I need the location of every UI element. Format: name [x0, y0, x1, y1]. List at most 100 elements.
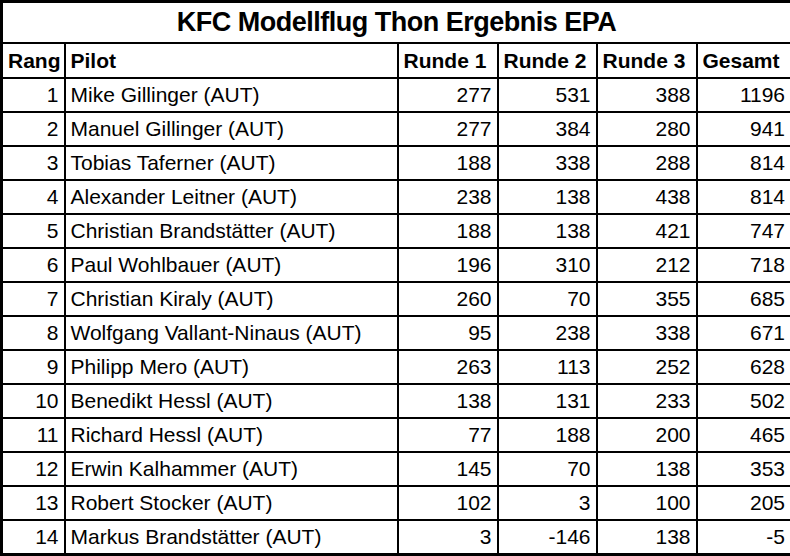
- table-row: 11 Richard Hessl (AUT) 77 188 200 465: [2, 418, 790, 452]
- rang-cell: 10: [2, 384, 65, 418]
- table-row: 1 Mike Gillinger (AUT) 277 531 388 1196: [2, 78, 790, 112]
- runde-2-cell: 188: [498, 418, 597, 452]
- results-body: 1 Mike Gillinger (AUT) 277 531 388 1196 …: [2, 78, 790, 555]
- runde-2-cell: 310: [498, 248, 597, 282]
- runde-3-cell: 388: [597, 78, 697, 112]
- runde-1-cell: 238: [398, 180, 498, 214]
- rang-cell: 4: [2, 180, 65, 214]
- runde-3-cell: 421: [597, 214, 697, 248]
- pilot-cell: Philipp Mero (AUT): [65, 350, 398, 384]
- pilot-cell: Paul Wohlbauer (AUT): [65, 248, 398, 282]
- runde-2-cell: 70: [498, 282, 597, 316]
- runde-1-cell: 95: [398, 316, 498, 350]
- gesamt-cell: 814: [697, 180, 790, 214]
- rang-cell: 8: [2, 316, 65, 350]
- runde-1-cell: 145: [398, 452, 498, 486]
- pilot-cell: Alexander Leitner (AUT): [65, 180, 398, 214]
- gesamt-cell: 671: [697, 316, 790, 350]
- rang-cell: 3: [2, 146, 65, 180]
- gesamt-cell: 628: [697, 350, 790, 384]
- runde-3-cell: 288: [597, 146, 697, 180]
- pilot-cell: Richard Hessl (AUT): [65, 418, 398, 452]
- gesamt-cell: 941: [697, 112, 790, 146]
- runde-3-cell: 138: [597, 452, 697, 486]
- runde-2-cell: 531: [498, 78, 597, 112]
- table-row: 13 Robert Stocker (AUT) 102 3 100 205: [2, 486, 790, 520]
- table-row: 6 Paul Wohlbauer (AUT) 196 310 212 718: [2, 248, 790, 282]
- runde-2-cell: 113: [498, 350, 597, 384]
- runde-3-cell: 212: [597, 248, 697, 282]
- runde-2-cell: 384: [498, 112, 597, 146]
- rang-cell: 9: [2, 350, 65, 384]
- runde-3-cell: 252: [597, 350, 697, 384]
- column-header-gesamt: Gesamt: [697, 43, 790, 78]
- runde-2-cell: -146: [498, 520, 597, 555]
- rang-cell: 1: [2, 78, 65, 112]
- table-row: 5 Christian Brandstätter (AUT) 188 138 4…: [2, 214, 790, 248]
- pilot-cell: Benedikt Hessl (AUT): [65, 384, 398, 418]
- pilot-cell: Wolfgang Vallant-Ninaus (AUT): [65, 316, 398, 350]
- runde-1-cell: 196: [398, 248, 498, 282]
- runde-1-cell: 263: [398, 350, 498, 384]
- title-row: KFC Modellflug Thon Ergebnis EPA: [2, 2, 790, 44]
- runde-3-cell: 338: [597, 316, 697, 350]
- runde-2-cell: 138: [498, 214, 597, 248]
- runde-1-cell: 138: [398, 384, 498, 418]
- runde-2-cell: 70: [498, 452, 597, 486]
- rang-cell: 11: [2, 418, 65, 452]
- runde-2-cell: 338: [498, 146, 597, 180]
- gesamt-cell: 814: [697, 146, 790, 180]
- runde-3-cell: 138: [597, 520, 697, 555]
- pilot-cell: Tobias Taferner (AUT): [65, 146, 398, 180]
- table-row: 8 Wolfgang Vallant-Ninaus (AUT) 95 238 3…: [2, 316, 790, 350]
- column-header-runde-2: Runde 2: [498, 43, 597, 78]
- gesamt-cell: 353: [697, 452, 790, 486]
- column-header-pilot: Pilot: [65, 43, 398, 78]
- rang-cell: 14: [2, 520, 65, 555]
- runde-1-cell: 260: [398, 282, 498, 316]
- pilot-cell: Erwin Kalhammer (AUT): [65, 452, 398, 486]
- runde-2-cell: 131: [498, 384, 597, 418]
- pilot-cell: Robert Stocker (AUT): [65, 486, 398, 520]
- gesamt-cell: 465: [697, 418, 790, 452]
- gesamt-cell: 502: [697, 384, 790, 418]
- table-row: 7 Christian Kiraly (AUT) 260 70 355 685: [2, 282, 790, 316]
- gesamt-cell: 205: [697, 486, 790, 520]
- runde-1-cell: 277: [398, 78, 498, 112]
- pilot-cell: Markus Brandstätter (AUT): [65, 520, 398, 555]
- runde-1-cell: 3: [398, 520, 498, 555]
- column-header-runde-3: Runde 3: [597, 43, 697, 78]
- pilot-cell: Mike Gillinger (AUT): [65, 78, 398, 112]
- runde-3-cell: 355: [597, 282, 697, 316]
- column-header-rang: Rang: [2, 43, 65, 78]
- runde-3-cell: 280: [597, 112, 697, 146]
- runde-2-cell: 138: [498, 180, 597, 214]
- gesamt-cell: 718: [697, 248, 790, 282]
- column-header-runde-1: Runde 1: [398, 43, 498, 78]
- rang-cell: 2: [2, 112, 65, 146]
- table-row: 12 Erwin Kalhammer (AUT) 145 70 138 353: [2, 452, 790, 486]
- runde-1-cell: 102: [398, 486, 498, 520]
- gesamt-cell: 747: [697, 214, 790, 248]
- table-row: 4 Alexander Leitner (AUT) 238 138 438 81…: [2, 180, 790, 214]
- gesamt-cell: -5: [697, 520, 790, 555]
- rang-cell: 13: [2, 486, 65, 520]
- runde-1-cell: 277: [398, 112, 498, 146]
- page-title: KFC Modellflug Thon Ergebnis EPA: [2, 2, 790, 44]
- runde-3-cell: 233: [597, 384, 697, 418]
- rang-cell: 7: [2, 282, 65, 316]
- runde-1-cell: 188: [398, 146, 498, 180]
- runde-2-cell: 3: [498, 486, 597, 520]
- pilot-cell: Christian Brandstätter (AUT): [65, 214, 398, 248]
- header-row: Rang Pilot Runde 1 Runde 2 Runde 3 Gesam…: [2, 43, 790, 78]
- pilot-cell: Manuel Gillinger (AUT): [65, 112, 398, 146]
- table-row: 9 Philipp Mero (AUT) 263 113 252 628: [2, 350, 790, 384]
- rang-cell: 5: [2, 214, 65, 248]
- runde-2-cell: 238: [498, 316, 597, 350]
- runde-1-cell: 77: [398, 418, 498, 452]
- results-table: KFC Modellflug Thon Ergebnis EPA Rang Pi…: [0, 0, 790, 556]
- gesamt-cell: 685: [697, 282, 790, 316]
- runde-3-cell: 438: [597, 180, 697, 214]
- table-row: 14 Markus Brandstätter (AUT) 3 -146 138 …: [2, 520, 790, 555]
- pilot-cell: Christian Kiraly (AUT): [65, 282, 398, 316]
